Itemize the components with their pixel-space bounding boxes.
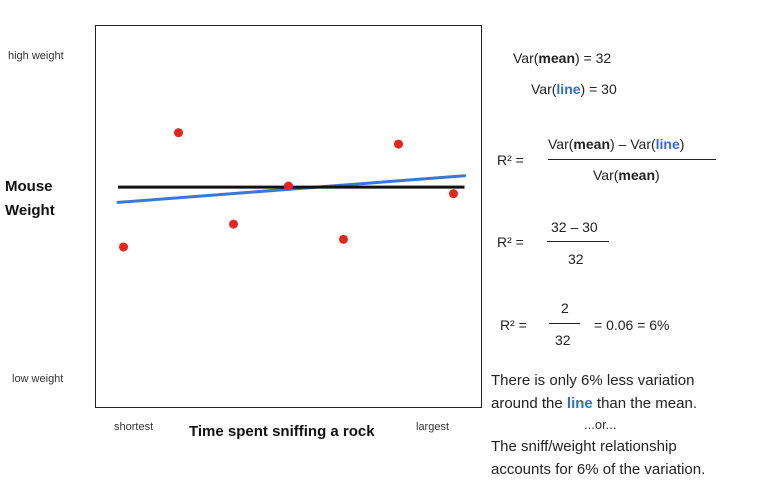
f1-num-a: Var(: [548, 136, 574, 152]
formula3-denominator: 32: [555, 332, 571, 348]
formula3-fraction-bar: [549, 323, 580, 324]
f1-num-mean: mean: [573, 136, 610, 152]
conclusion-line2-a: around the: [491, 395, 567, 412]
f1-den-c: ): [655, 167, 660, 183]
formula3-result: = 0.06 = 6%: [594, 317, 670, 333]
f1-den-mean: mean: [618, 167, 655, 183]
conclusion-or: ...or...: [584, 417, 617, 432]
formula2-fraction-bar: [547, 241, 609, 242]
data-point: [339, 234, 348, 244]
var-line-value: ) = 30: [580, 81, 617, 97]
formula2-denominator: 32: [568, 251, 584, 267]
plot-area: [95, 25, 482, 408]
data-point: [284, 181, 293, 191]
f1-num-c: ) – Var(: [610, 136, 656, 152]
formula1-fraction-bar: [548, 159, 716, 160]
conclusion-line1: There is only 6% less variation: [491, 372, 695, 389]
formula1-numerator: Var(mean) – Var(line): [548, 136, 684, 152]
y-axis-title: Mouse Weight: [5, 175, 55, 223]
formula2-numerator: 32 – 30: [551, 219, 598, 235]
data-point: [394, 139, 403, 149]
f1-num-e: ): [679, 136, 685, 152]
x-axis-title: Time spent sniffing a rock: [189, 423, 375, 440]
var-mean-value: ) = 32: [575, 50, 612, 66]
r2-label-2: R² =: [497, 234, 524, 250]
formula3-numerator: 2: [561, 300, 569, 316]
conclusion-line2-b: than the mean.: [592, 395, 697, 412]
x-axis-left-label: shortest: [114, 421, 154, 433]
var-mean-equation: Var(mean) = 32: [513, 50, 611, 66]
var-line-word: line: [556, 81, 581, 97]
r2-label-1: R² =: [497, 152, 524, 168]
conclusion-line2-line-word: line: [566, 395, 593, 412]
f1-num-line: line: [655, 136, 680, 152]
var-line-prefix: Var(: [531, 81, 557, 97]
data-point: [174, 128, 183, 138]
var-line-equation: Var(line) = 30: [531, 81, 617, 97]
conclusion-line2: around the line than the mean.: [491, 393, 697, 415]
conclusion-line4: accounts for 6% of the variation.: [491, 461, 706, 478]
data-point: [449, 189, 458, 199]
var-mean-prefix: Var(: [513, 50, 539, 66]
y-axis-title-line1: Mouse: [5, 178, 53, 195]
formula1-denominator: Var(mean): [593, 167, 660, 183]
scatter-plot: [116, 128, 466, 252]
y-axis-title-line2: Weight: [5, 202, 55, 219]
f1-den-a: Var(: [593, 167, 619, 183]
y-axis-low-label: low weight: [12, 373, 64, 385]
conclusion-line3: The sniff/weight relationship: [491, 438, 677, 455]
var-mean-word: mean: [538, 50, 575, 66]
x-axis-right-label: largest: [416, 421, 450, 433]
r2-label-3: R² =: [500, 317, 527, 333]
data-point: [229, 219, 238, 229]
data-point: [119, 242, 128, 252]
y-axis-high-label: high weight: [8, 50, 64, 62]
